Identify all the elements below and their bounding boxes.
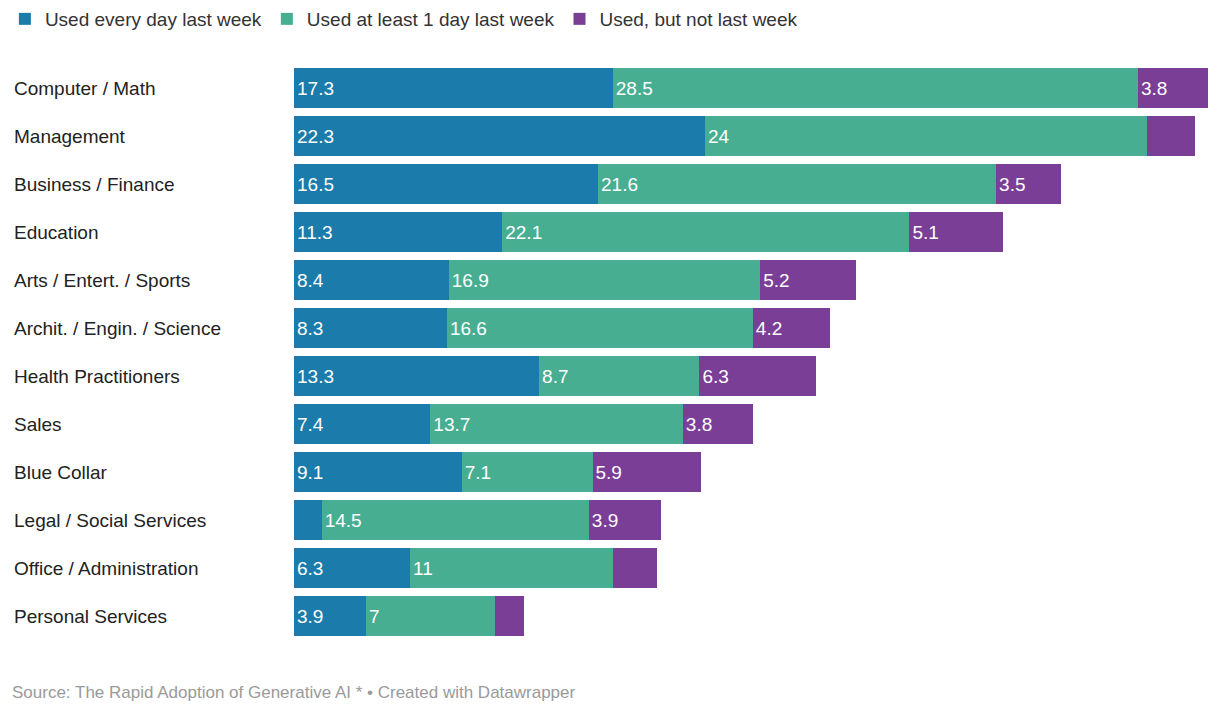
svg-text:Computer / Math: Computer / Math (14, 78, 156, 99)
svg-text:13.3: 13.3 (297, 366, 334, 387)
svg-text:Used every day last week: Used every day last week (45, 9, 262, 30)
svg-text:3.9: 3.9 (297, 606, 323, 627)
svg-text:6.3: 6.3 (297, 558, 323, 579)
svg-text:5.1: 5.1 (912, 222, 938, 243)
svg-text:5.2: 5.2 (763, 270, 789, 291)
svg-text:7.1: 7.1 (465, 462, 491, 483)
svg-text:9.1: 9.1 (297, 462, 323, 483)
svg-text:16.9: 16.9 (452, 270, 489, 291)
svg-text:8.7: 8.7 (542, 366, 568, 387)
svg-text:Used, but not last week: Used, but not last week (599, 9, 797, 30)
svg-text:Blue Collar: Blue Collar (14, 462, 108, 483)
svg-text:21.6: 21.6 (601, 174, 638, 195)
svg-text:Arts / Entert. / Sports: Arts / Entert. / Sports (14, 270, 190, 291)
svg-text:3.5: 3.5 (999, 174, 1025, 195)
svg-text:Health Practitioners: Health Practitioners (14, 366, 180, 387)
svg-text:16.5: 16.5 (297, 174, 334, 195)
svg-text:13.7: 13.7 (433, 414, 470, 435)
svg-text:8.3: 8.3 (297, 318, 323, 339)
svg-text:Legal / Social Services: Legal / Social Services (14, 510, 206, 531)
svg-text:Source: The Rapid Adoption of: Source: The Rapid Adoption of Generative… (12, 683, 576, 702)
svg-text:3.8: 3.8 (686, 414, 712, 435)
svg-text:8.4: 8.4 (297, 270, 324, 291)
svg-text:Used at least 1 day last week: Used at least 1 day last week (307, 9, 555, 30)
svg-text:11.3: 11.3 (297, 222, 333, 243)
svg-text:7.4: 7.4 (297, 414, 324, 435)
svg-text:17.3: 17.3 (297, 78, 334, 99)
svg-text:Office / Administration: Office / Administration (14, 558, 198, 579)
svg-text:22.1: 22.1 (505, 222, 542, 243)
svg-text:Personal Services: Personal Services (14, 606, 167, 627)
svg-text:3.9: 3.9 (592, 510, 618, 531)
svg-text:24: 24 (708, 126, 730, 147)
svg-text:Education: Education (14, 222, 99, 243)
svg-text:6.3: 6.3 (702, 366, 728, 387)
svg-text:14.5: 14.5 (325, 510, 362, 531)
svg-text:Archit. / Engin. / Science: Archit. / Engin. / Science (14, 318, 221, 339)
svg-text:16.6: 16.6 (450, 318, 487, 339)
svg-text:11: 11 (413, 558, 433, 579)
svg-text:7: 7 (369, 606, 380, 627)
svg-text:28.5: 28.5 (616, 78, 653, 99)
svg-text:4.2: 4.2 (756, 318, 782, 339)
svg-text:5.9: 5.9 (596, 462, 622, 483)
svg-text:22.3: 22.3 (297, 126, 334, 147)
svg-text:Management: Management (14, 126, 126, 147)
svg-text:Sales: Sales (14, 414, 62, 435)
svg-text:Business / Finance: Business / Finance (14, 174, 175, 195)
svg-text:3.8: 3.8 (1141, 78, 1167, 99)
